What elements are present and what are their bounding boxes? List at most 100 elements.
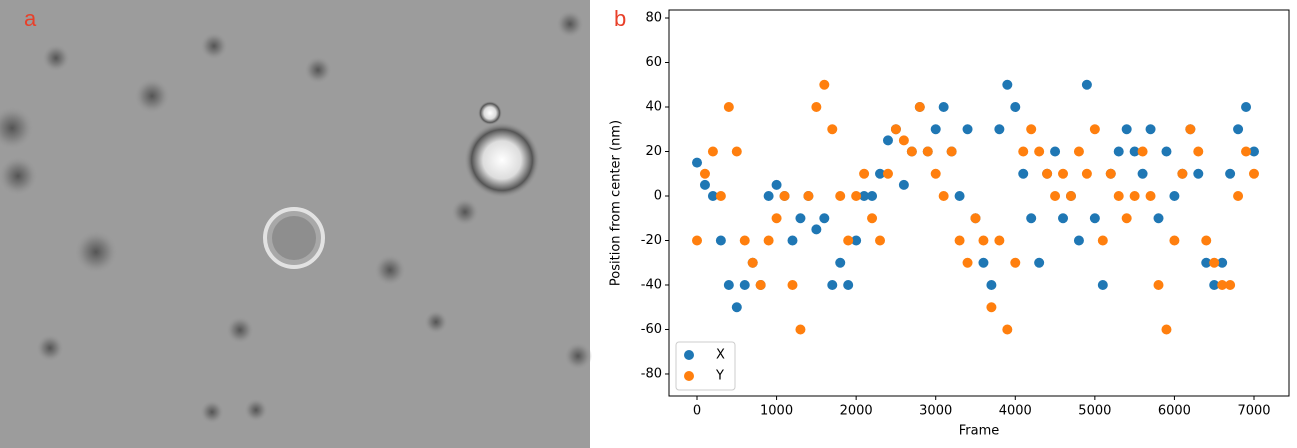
x-tick-label: 0 [693,404,701,419]
y-tick-label: 20 [645,144,662,159]
data-point [978,235,989,246]
data-point [1248,168,1259,179]
data-point [1161,324,1172,335]
data-point [1153,213,1164,224]
data-point [851,190,862,201]
data-point [692,235,703,246]
data-point [843,235,854,246]
data-point [755,279,766,290]
data-point [859,190,870,201]
legend-box [675,341,736,391]
data-point [890,124,901,135]
data-point [1010,257,1021,268]
data-point [946,146,957,157]
data-point [1002,79,1013,90]
data-point [1034,257,1045,268]
x-tick-label: 5000 [1078,404,1111,419]
data-point [875,235,886,246]
data-point [787,235,798,246]
data-point [827,124,838,135]
data-point [1073,235,1084,246]
y-tick-label: -40 [641,277,662,292]
data-point [803,190,814,201]
data-point [882,168,893,179]
x-tick-label: 2000 [840,404,873,419]
y-tick-label: -20 [641,233,662,248]
data-point [1002,324,1013,335]
data-point [1193,146,1204,157]
data-point [771,213,782,224]
data-point [930,168,941,179]
data-point [1137,168,1148,179]
data-point [795,324,806,335]
data-point [715,190,726,201]
data-point [867,190,878,201]
x-tick-label: 7000 [1237,404,1270,419]
x-tick-label: 4000 [999,404,1032,419]
y-tick-label: 80 [645,11,662,26]
data-point [699,168,710,179]
data-point [1185,124,1196,135]
data-point [811,102,822,113]
data-point [1153,279,1164,290]
data-point [1065,190,1076,201]
data-point [747,257,758,268]
data-point [1058,168,1069,179]
data-point [819,213,830,224]
data-point [1209,279,1220,290]
data-point [787,279,798,290]
data-point [771,179,782,190]
data-point [692,157,703,168]
data-point [1026,213,1037,224]
y-tick-label: 40 [645,100,662,115]
data-point [1241,102,1252,113]
data-point [1137,146,1148,157]
x-axis-label: Frame [959,424,1000,439]
data-point [1018,168,1029,179]
data-point [707,190,718,201]
data-point [779,190,790,201]
y-tick-label: -60 [641,322,662,337]
data-point [763,190,774,201]
data-point [1225,279,1236,290]
data-point [1089,124,1100,135]
panel-label: b [614,6,626,31]
data-point [835,190,846,201]
data-point [1010,102,1021,113]
data-point [1129,190,1140,201]
data-point [994,124,1005,135]
data-point [898,135,909,146]
data-point [731,146,742,157]
data-point [1161,146,1172,157]
data-point [1026,124,1037,135]
data-point [938,190,949,201]
data-point [978,257,989,268]
data-point [707,146,718,157]
data-point [739,279,750,290]
data-point [986,302,997,313]
x-tick-label: 6000 [1158,404,1191,419]
data-point [1177,168,1188,179]
legend-label: X [716,348,725,363]
x-tick-label: 1000 [760,404,793,419]
data-point [914,102,925,113]
data-point [859,168,870,179]
data-point [1097,235,1108,246]
data-point [811,224,822,235]
data-point [1034,146,1045,157]
data-point [898,179,909,190]
data-point [1121,124,1132,135]
data-point [1145,190,1156,201]
panel-label: a [24,6,37,31]
data-point [1113,146,1124,157]
axes-frame [668,9,1290,397]
data-point [715,235,726,246]
data-point [1217,257,1228,268]
data-point [827,279,838,290]
data-point [1201,235,1212,246]
data-point [970,213,981,224]
data-point [723,279,734,290]
data-point [1073,146,1084,157]
data-point [739,235,750,246]
data-point [1050,146,1061,157]
